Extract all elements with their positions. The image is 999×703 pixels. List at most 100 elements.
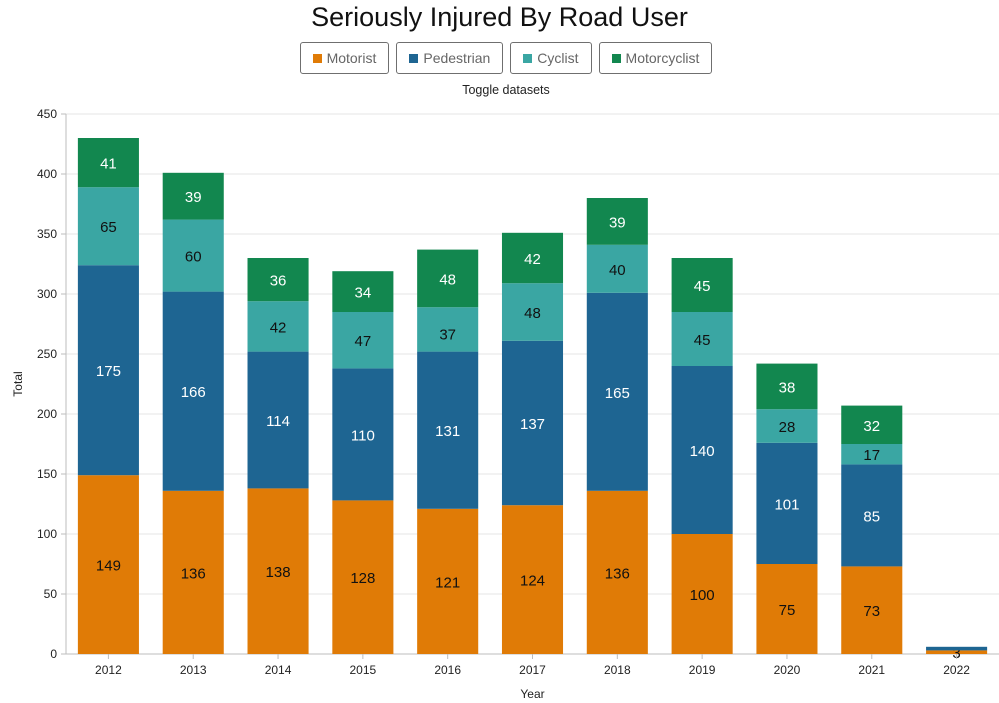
bar-value-label: 32	[863, 418, 880, 435]
y-tick-label: 450	[37, 107, 57, 121]
x-tick-label: 2012	[95, 663, 122, 677]
bar-value-label: 47	[355, 333, 372, 350]
bar-segment-pedestrian-2022	[926, 646, 988, 651]
bar-value-label: 149	[96, 558, 121, 575]
bar-value-label: 128	[350, 570, 375, 587]
bar-segment-motorist-2022	[926, 650, 988, 654]
bar-value-label: 3	[952, 645, 960, 662]
legend-toggle-motorcyclist[interactable]: Motorcyclist	[598, 42, 713, 74]
bar-segment-motorist-2014	[247, 488, 309, 654]
x-tick-label: 2014	[265, 663, 292, 677]
bar-segment-motorist-2017	[501, 505, 564, 654]
bar-value-label: 45	[694, 278, 711, 295]
bar-segment-motorist-2012	[77, 475, 139, 654]
x-tick-label: 2018	[604, 663, 631, 677]
bar-segment-motorcyclist-2012	[77, 138, 139, 188]
bar-segment-motorist-2015	[332, 500, 394, 654]
bar-segment-cyclist-2013	[162, 219, 224, 292]
bar-segment-motorcyclist-2016	[417, 249, 479, 308]
bar-value-label: 175	[96, 363, 121, 380]
legend-toggle-cyclist[interactable]: Cyclist	[510, 42, 592, 74]
bar-segment-pedestrian-2012	[77, 265, 139, 476]
x-tick-label: 2015	[350, 663, 377, 677]
bar-segment-pedestrian-2016	[417, 351, 479, 509]
bar-segment-motorcyclist-2020	[756, 363, 818, 410]
bar-value-label: 136	[605, 565, 630, 582]
y-tick-label: 150	[37, 467, 57, 481]
bar-segment-motorist-2013	[162, 490, 224, 654]
bar-value-label: 48	[439, 271, 456, 288]
x-tick-label: 2021	[858, 663, 885, 677]
bar-segment-cyclist-2019	[671, 312, 733, 366]
bar-value-label: 37	[439, 326, 456, 343]
bar-value-label: 75	[779, 602, 796, 619]
legend-toggle-motorist[interactable]: Motorist	[299, 42, 390, 74]
bar-value-label: 124	[520, 573, 545, 590]
bar-value-label: 36	[270, 273, 287, 290]
bar-segment-cyclist-2018	[586, 244, 648, 293]
y-axis-title: Total	[11, 371, 25, 396]
legend: Motorist Pedestrian Cyclist Motorcyclist	[0, 42, 999, 74]
bar-segment-motorist-2020	[756, 564, 818, 654]
bar-value-label: 137	[520, 416, 545, 433]
legend-swatch	[611, 53, 621, 63]
bar-value-label: 39	[185, 189, 202, 206]
bar-segment-pedestrian-2020	[756, 442, 818, 564]
legend-toggle-pedestrian[interactable]: Pedestrian	[396, 42, 504, 74]
bar-segment-pedestrian-2015	[332, 368, 394, 501]
x-axis-title: Year	[520, 687, 544, 701]
chart-title: Seriously Injured By Road User	[311, 2, 688, 32]
bar-value-label: 140	[690, 443, 715, 460]
bar-value-label: 39	[609, 214, 626, 231]
bar-segment-cyclist-2017	[501, 283, 564, 341]
x-tick-label: 2019	[689, 663, 716, 677]
bar-segment-cyclist-2015	[332, 312, 394, 369]
bar-value-label: 42	[270, 319, 287, 336]
bar-value-label: 114	[266, 413, 290, 430]
y-tick-label: 50	[44, 587, 58, 601]
x-tick-label: 2013	[180, 663, 207, 677]
bar-value-label: 34	[355, 285, 372, 302]
bar-value-label: 100	[690, 587, 715, 604]
bar-segment-pedestrian-2017	[501, 340, 564, 506]
bar-segment-pedestrian-2013	[162, 291, 224, 491]
bar-value-label: 48	[524, 305, 541, 322]
bar-segment-motorist-2019	[671, 534, 733, 654]
legend-swatch	[523, 53, 533, 63]
y-tick-label: 400	[37, 167, 57, 181]
bar-value-label: 73	[863, 603, 880, 620]
bar-value-label: 41	[100, 156, 117, 173]
x-tick-label: 2022	[943, 663, 970, 677]
legend-label: Motorcyclist	[625, 50, 700, 66]
bar-segment-cyclist-2012	[77, 187, 139, 266]
x-tick-label: 2020	[774, 663, 801, 677]
bar-segment-motorcyclist-2019	[671, 258, 733, 312]
bar-segment-motorist-2021	[841, 566, 903, 654]
bar-value-label: 110	[351, 427, 375, 444]
y-tick-label: 250	[37, 347, 57, 361]
y-tick-label: 100	[37, 527, 57, 541]
bar-value-label: 28	[779, 419, 796, 436]
bar-value-label: 40	[609, 262, 626, 279]
bar-segment-motorcyclist-2013	[162, 172, 224, 220]
bar-segment-cyclist-2020	[756, 409, 818, 443]
y-tick-label: 200	[37, 407, 57, 421]
bar-segment-motorcyclist-2018	[586, 198, 648, 245]
x-tick-label: 2016	[434, 663, 461, 677]
bar-value-label: 45	[694, 332, 711, 349]
bar-segment-motorist-2018	[586, 490, 648, 654]
legend-label: Motorist	[326, 50, 377, 66]
bar-segment-cyclist-2016	[417, 307, 479, 352]
bar-segment-pedestrian-2014	[247, 351, 309, 489]
bar-segment-cyclist-2021	[841, 444, 903, 465]
bar-value-label: 136	[181, 565, 206, 582]
legend-label: Cyclist	[537, 50, 579, 66]
bar-segment-motorcyclist-2021	[841, 405, 903, 444]
bar-value-label: 121	[435, 574, 460, 591]
bar-value-label: 38	[779, 379, 796, 396]
y-tick-label: 350	[37, 227, 57, 241]
bar-segment-motorcyclist-2014	[247, 258, 309, 302]
x-tick-label: 2017	[519, 663, 546, 677]
bar-value-label: 138	[266, 564, 291, 581]
y-tick-label: 0	[50, 647, 57, 661]
